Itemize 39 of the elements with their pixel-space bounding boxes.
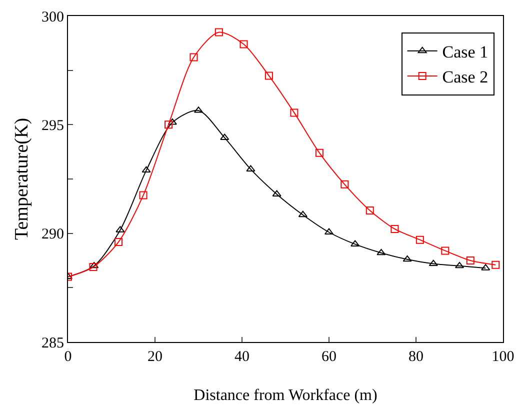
point: [190, 53, 198, 62]
point: [214, 28, 223, 36]
point: [315, 148, 324, 157]
point: [114, 238, 122, 246]
y-tick-label: 295: [42, 118, 64, 134]
point: [90, 262, 99, 268]
legend-label: Case 2: [442, 68, 488, 87]
point: [290, 108, 298, 117]
point: [428, 260, 438, 266]
point: [264, 72, 273, 80]
point: [402, 255, 412, 262]
x-tick-label: 0: [64, 349, 72, 365]
point: [164, 120, 172, 129]
point: [139, 191, 148, 200]
point: [492, 260, 500, 269]
x-tick-label: 80: [408, 349, 424, 365]
point: [340, 180, 349, 188]
point: [240, 40, 248, 48]
x-tick-label: 40: [234, 349, 250, 365]
y-tick-label: 300: [42, 9, 64, 26]
x-tick-label: 100: [492, 349, 514, 365]
point: [298, 210, 308, 218]
y-tick-label: 285: [42, 335, 64, 352]
point: [366, 206, 374, 215]
y-tick-label: 290: [42, 226, 64, 243]
y-axis-title: Temperature(K): [11, 118, 32, 240]
point: [466, 256, 474, 264]
x-axis-title: Distance from Workface (m): [194, 387, 378, 404]
point: [142, 166, 151, 173]
point: [454, 262, 464, 268]
x-tick-label: 20: [148, 349, 162, 365]
point: [416, 236, 424, 244]
point: [168, 118, 177, 125]
point: [376, 248, 386, 256]
point: [390, 224, 399, 233]
point: [89, 263, 98, 272]
point: [441, 246, 450, 255]
legend-label: Case 1: [442, 42, 488, 62]
x-tick-label: 60: [322, 349, 336, 365]
